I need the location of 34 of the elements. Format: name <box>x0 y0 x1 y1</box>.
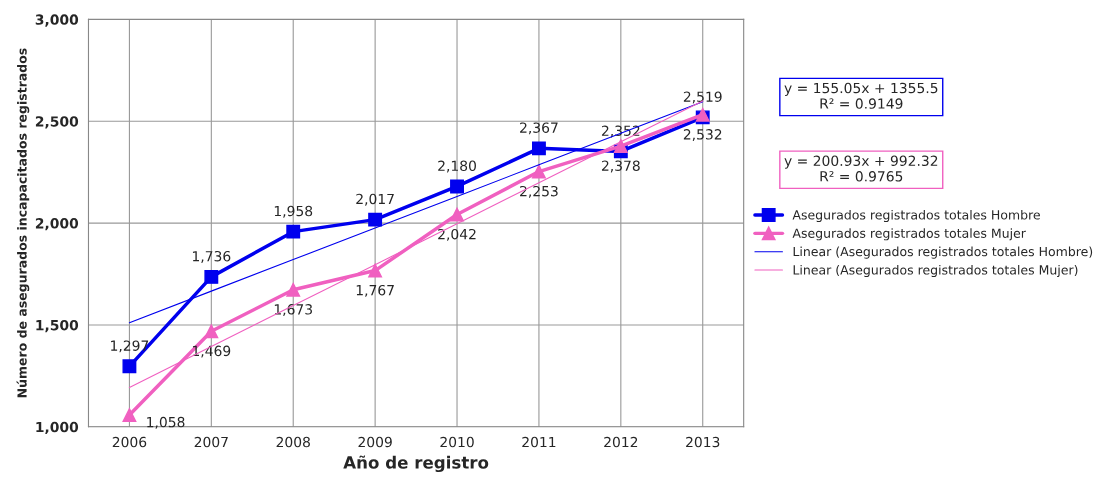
legend-label: Linear (Asegurados registrados totales Hombre) <box>793 246 1093 259</box>
data-label: 2,180 <box>438 160 476 173</box>
x-tick-label: 2009 <box>358 436 392 448</box>
data-label: 2,378 <box>601 160 640 173</box>
data-label: 2,253 <box>520 185 558 198</box>
x-tick-label: 2011 <box>522 436 556 448</box>
legend-label: Asegurados registrados totales Mujer <box>792 228 1026 241</box>
x-axis-title: Año de registro <box>343 455 489 473</box>
data-label: 1,058 <box>147 416 185 429</box>
y-tick-label: 2,500 <box>35 116 79 129</box>
data-label: 2,532 <box>683 129 722 142</box>
x-tick-label: 2007 <box>194 436 228 448</box>
text: y = 155.05x + 1355.5 R² = 0.9149 <box>784 82 938 109</box>
data-label: 1,958 <box>274 205 313 218</box>
data-label: 2,017 <box>356 193 394 206</box>
y-axis-title: Número de asegurados incapacitados registrados <box>16 48 30 398</box>
legend-label: Linear (Asegurados registrados totales Mujer) <box>793 264 1078 278</box>
data-label: 1,736 <box>192 250 231 263</box>
y-tick-label: 1,000 <box>36 421 79 435</box>
x-tick-label: 2008 <box>276 436 310 448</box>
y-tick-label: 1,500 <box>36 319 79 333</box>
data-label: 2,367 <box>520 122 558 135</box>
x-tick-label: 2012 <box>604 436 638 448</box>
y-tick-label: 2,000 <box>35 218 79 231</box>
data-label: 1,767 <box>356 284 394 297</box>
x-tick-label: 2006 <box>112 436 147 448</box>
x-tick-label: 2010 <box>440 436 474 448</box>
data-label: 2,042 <box>438 228 476 241</box>
data-label: 2,519 <box>683 91 722 104</box>
y-tick-label: 3,000 <box>35 14 79 27</box>
legend-label: Asegurados registrados totales Hombre <box>792 209 1040 222</box>
text: y = 200.93x + 992.32 R² = 0.9765 <box>784 155 938 182</box>
x-tick-label: 2013 <box>686 436 720 448</box>
data-label: 1,297 <box>111 340 149 353</box>
